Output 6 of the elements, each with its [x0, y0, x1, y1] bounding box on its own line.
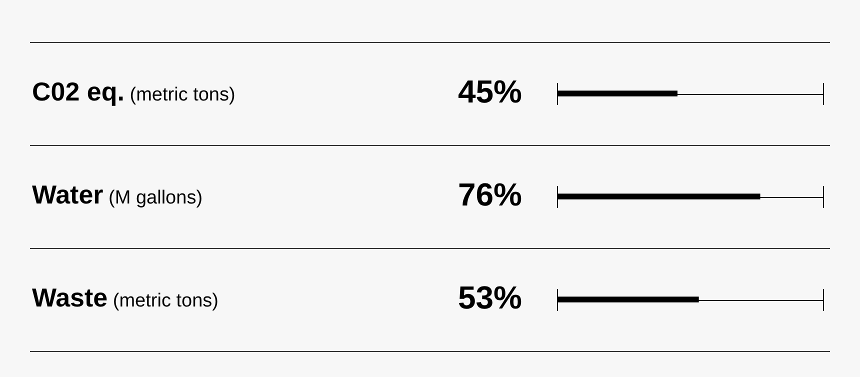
data-label: 45%: [458, 73, 522, 110]
y-tick-label: C02 eq. (metric tons): [32, 76, 236, 107]
y-tick-label: Water (M gallons): [32, 180, 203, 210]
data-label: 76%: [458, 176, 522, 212]
data-label: 53%: [458, 279, 522, 316]
y-tick-label: Waste (metric tons): [32, 282, 218, 313]
